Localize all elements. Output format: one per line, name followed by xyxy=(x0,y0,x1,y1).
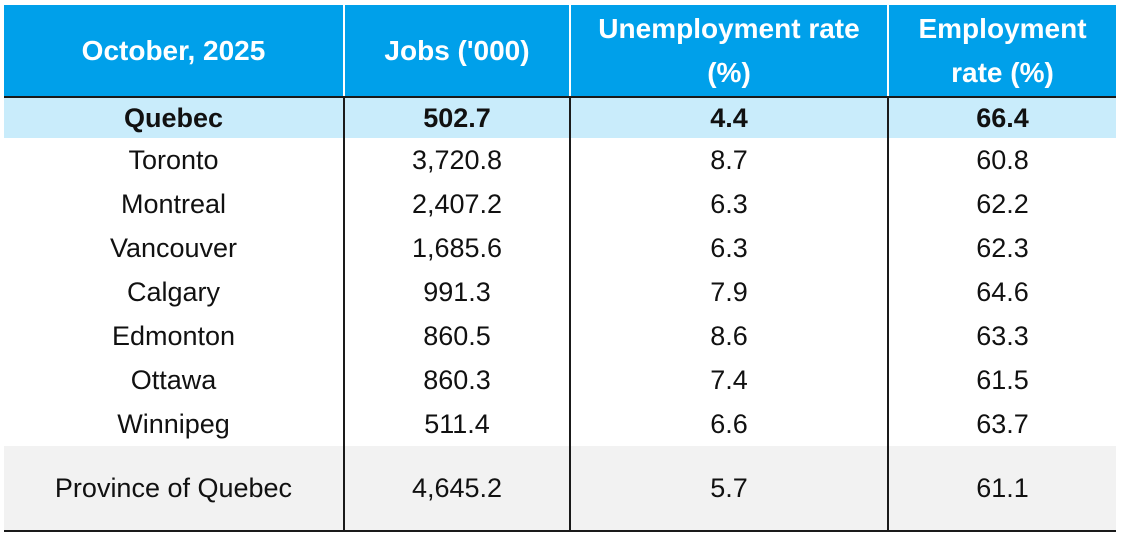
cell-region: Vancouver xyxy=(4,226,345,270)
cell-employment: 61.1 xyxy=(887,446,1116,532)
cell-region: Province of Quebec xyxy=(4,446,345,532)
cell-region: Winnipeg xyxy=(4,402,345,446)
table-row-winnipeg: Winnipeg 511.4 6.6 63.7 xyxy=(4,402,1116,446)
cell-jobs: 511.4 xyxy=(343,402,571,446)
cell-employment: 62.3 xyxy=(887,226,1116,270)
cell-region: Edmonton xyxy=(4,314,345,358)
table-row-montreal: Montreal 2,407.2 6.3 62.2 xyxy=(4,182,1116,226)
cell-region: Quebec xyxy=(4,97,345,138)
cell-unemployment: 7.4 xyxy=(569,358,889,402)
cell-employment: 63.3 xyxy=(887,314,1116,358)
table-header-row: October, 2025 Jobs ('000) Unemployment r… xyxy=(4,5,1116,98)
cell-unemployment: 6.3 xyxy=(569,182,889,226)
header-unemployment-line1: Unemployment rate xyxy=(598,12,860,44)
table-row-quebec: Quebec 502.7 4.4 66.4 xyxy=(4,97,1116,138)
table-row-ottawa: Ottawa 860.3 7.4 61.5 xyxy=(4,358,1116,402)
cell-employment: 61.5 xyxy=(887,358,1116,402)
cell-region: Montreal xyxy=(4,182,345,226)
cell-jobs: 860.3 xyxy=(343,358,571,402)
cell-employment: 62.2 xyxy=(887,182,1116,226)
cell-jobs: 4,645.2 xyxy=(343,446,571,532)
employment-table: October, 2025 Jobs ('000) Unemployment r… xyxy=(4,5,1116,532)
cell-employment: 60.8 xyxy=(887,138,1116,182)
header-employment-rate: Employment rate (%) xyxy=(887,5,1116,98)
header-jobs: Jobs ('000) xyxy=(343,5,571,98)
table-row-calgary: Calgary 991.3 7.9 64.6 xyxy=(4,270,1116,314)
cell-unemployment: 6.3 xyxy=(569,226,889,270)
cell-jobs: 502.7 xyxy=(343,97,571,138)
cell-employment: 66.4 xyxy=(887,97,1116,138)
cell-jobs: 860.5 xyxy=(343,314,571,358)
header-jobs-label: Jobs ('000) xyxy=(384,34,530,66)
cell-region: Toronto xyxy=(4,138,345,182)
header-period: October, 2025 xyxy=(4,5,345,98)
cell-employment: 63.7 xyxy=(887,402,1116,446)
cell-unemployment: 8.6 xyxy=(569,314,889,358)
table-row-edmonton: Edmonton 860.5 8.6 63.3 xyxy=(4,314,1116,358)
header-employment-line2: rate (%) xyxy=(951,56,1054,88)
header-period-label: October, 2025 xyxy=(81,34,266,66)
header-unemployment-rate: Unemployment rate (%) xyxy=(569,5,889,98)
cell-jobs: 991.3 xyxy=(343,270,571,314)
cell-region: Ottawa xyxy=(4,358,345,402)
cell-jobs: 2,407.2 xyxy=(343,182,571,226)
cell-employment: 64.6 xyxy=(887,270,1116,314)
table-row-province-of-quebec: Province of Quebec 4,645.2 5.7 61.1 xyxy=(4,446,1116,532)
cell-unemployment: 4.4 xyxy=(569,97,889,138)
table-row-toronto: Toronto 3,720.8 8.7 60.8 xyxy=(4,138,1116,182)
cell-jobs: 1,685.6 xyxy=(343,226,571,270)
cell-unemployment: 6.6 xyxy=(569,402,889,446)
cell-unemployment: 7.9 xyxy=(569,270,889,314)
cell-unemployment: 8.7 xyxy=(569,138,889,182)
header-employment-line1: Employment xyxy=(918,12,1087,44)
cell-unemployment: 5.7 xyxy=(569,446,889,532)
data-table-container: October, 2025 Jobs ('000) Unemployment r… xyxy=(4,5,1116,532)
header-unemployment-line2: (%) xyxy=(707,56,751,88)
cell-region: Calgary xyxy=(4,270,345,314)
table-row-vancouver: Vancouver 1,685.6 6.3 62.3 xyxy=(4,226,1116,270)
cell-jobs: 3,720.8 xyxy=(343,138,571,182)
